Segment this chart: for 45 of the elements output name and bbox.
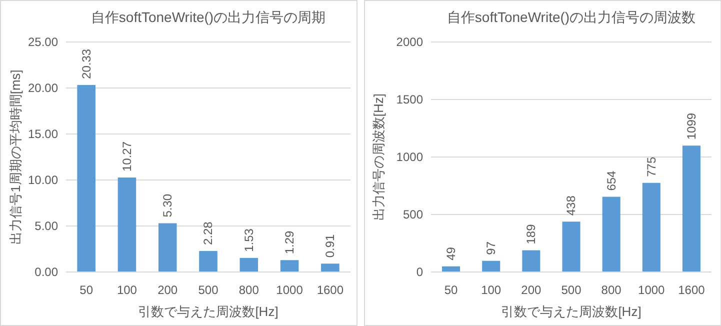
x-tick-label: 1000	[276, 283, 304, 297]
data-label: 1.29	[282, 230, 297, 254]
y-tick-label: 15.00	[28, 127, 58, 141]
x-tick-label: 100	[116, 283, 138, 297]
y-axis-title: 出力信号の周波数[Hz]	[370, 93, 386, 221]
data-label: 775	[644, 156, 658, 177]
data-label: 2.28	[201, 221, 216, 246]
data-label: 654	[604, 170, 618, 191]
y-axis-title: 出力信号1周期の平均時間[ms]	[8, 70, 23, 244]
data-label: 1.53	[242, 228, 256, 252]
x-tick-label: 1600	[678, 283, 705, 297]
data-label: 438	[564, 195, 578, 216]
y-tick-label: 10.00	[28, 173, 58, 187]
chart-title: 自作softToneWrite()の出力信号の周波数	[446, 9, 696, 25]
x-tick-label: 50	[80, 283, 94, 297]
x-tick-label: 100	[480, 283, 501, 297]
data-label: 10.27	[120, 141, 134, 172]
y-tick-label: 1500	[396, 92, 423, 106]
y-tick-label: 5.00	[34, 219, 58, 233]
x-tick-label: 200	[520, 283, 542, 297]
data-label: 189	[524, 224, 538, 244]
x-tick-label: 1000	[638, 283, 665, 297]
x-tick-label: 200	[158, 283, 178, 297]
data-label: 49	[444, 246, 458, 260]
y-tick-label: 0.00	[34, 265, 58, 279]
chart-title: 自作softToneWrite()の出力信号の周期	[90, 9, 326, 25]
data-label: 0.91	[323, 234, 338, 258]
data-label: 20.33	[79, 48, 94, 79]
x-tick-label: 800	[238, 283, 260, 297]
x-tick-label: 800	[600, 283, 622, 297]
y-tick-label: 0	[416, 265, 423, 279]
y-tick-label: 2000	[396, 35, 423, 49]
x-tick-label: 50	[444, 283, 458, 297]
x-axis-title: 引数で与えた周波数[Hz]	[500, 304, 641, 319]
y-tick-label: 25.00	[28, 35, 58, 49]
x-tick-label: 1600	[316, 283, 344, 297]
y-tick-label: 20.00	[28, 81, 58, 95]
data-label: 1099	[684, 112, 698, 140]
x-tick-label: 500	[198, 283, 219, 297]
data-label: 5.30	[160, 194, 175, 218]
y-tick-label: 1000	[396, 150, 423, 164]
data-label: 97	[484, 241, 498, 255]
y-tick-label: 500	[402, 208, 423, 222]
x-axis-title: 引数で与えた周波数[Hz]	[138, 304, 278, 319]
x-tick-label: 500	[560, 283, 582, 297]
